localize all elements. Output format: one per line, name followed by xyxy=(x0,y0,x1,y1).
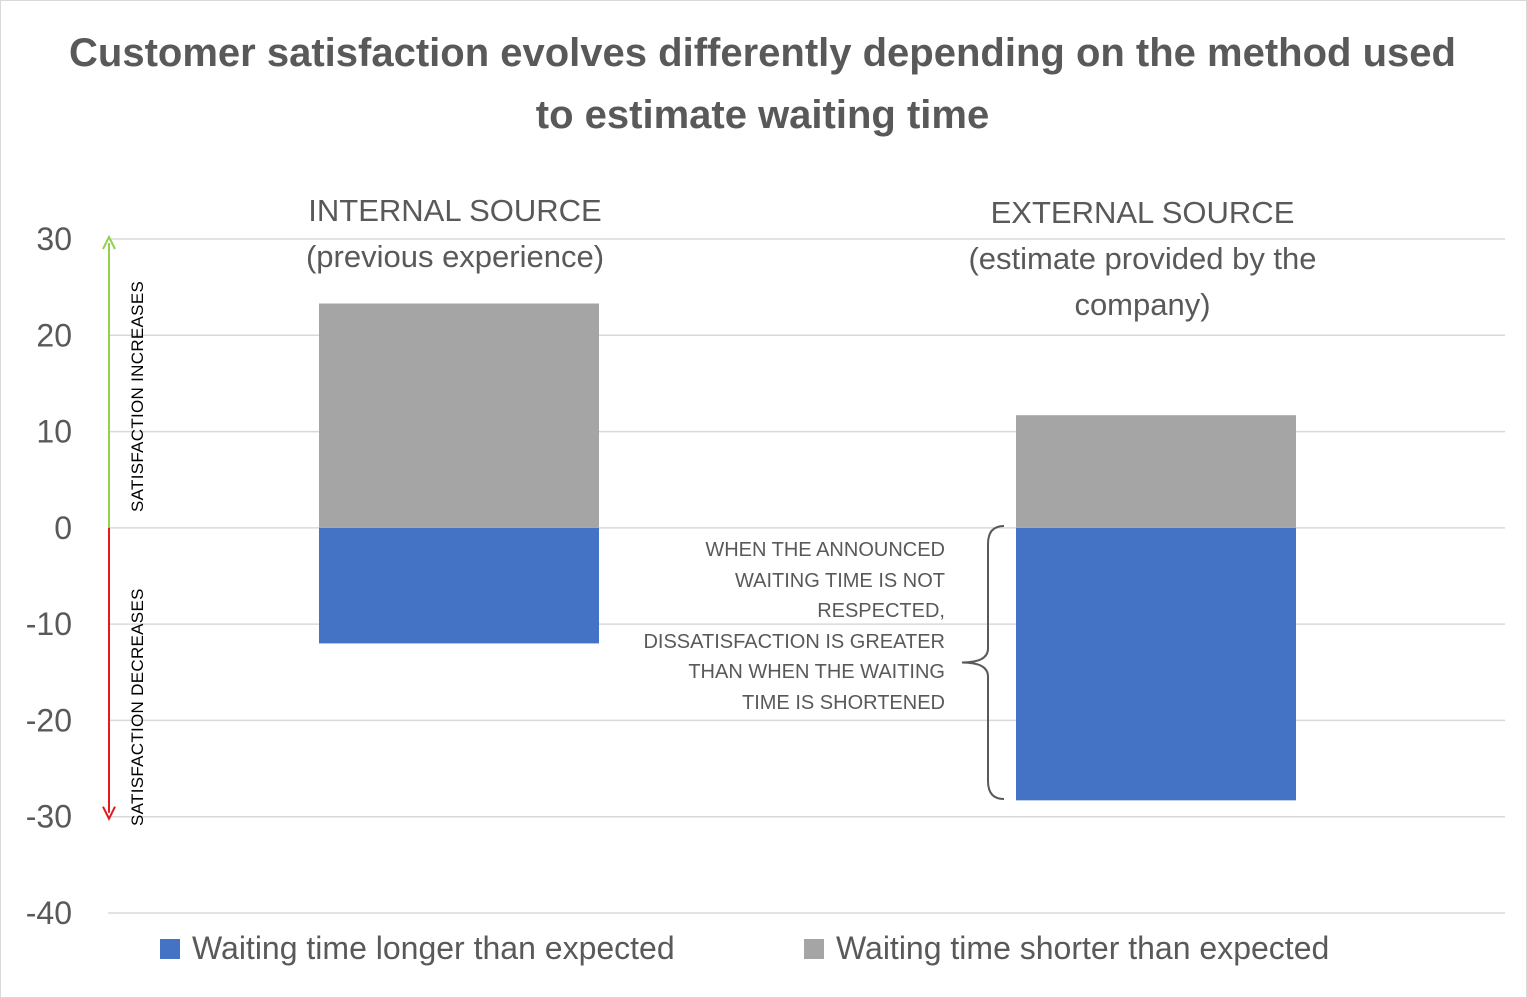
curly-brace xyxy=(961,525,1005,800)
y-tick-label: 20 xyxy=(36,317,72,353)
legend-swatch-shorter xyxy=(804,938,824,959)
bars xyxy=(319,303,1296,801)
annotation-text: WHEN THE ANNOUNCED WAITING TIME IS NOT R… xyxy=(643,539,945,714)
y-tick-label: 30 xyxy=(36,221,72,257)
arrow-down-head xyxy=(102,806,116,821)
category-label-internal: INTERNAL SOURCE (previous experience) xyxy=(305,193,605,274)
category-label-external: EXTERNAL SOURCE (estimate provided by th… xyxy=(968,195,1317,322)
bar-shorter-internal xyxy=(319,303,599,528)
y-tick-label: -30 xyxy=(26,799,72,835)
bar-longer-external xyxy=(1016,527,1296,801)
y-tick-label: -10 xyxy=(26,606,72,642)
arrow-up-head xyxy=(102,234,116,250)
y-tick-label: 10 xyxy=(36,414,72,450)
bar-longer-internal xyxy=(319,527,599,644)
y-tick-labels: 30 20 10 0 -10 -20 -30 -40 xyxy=(26,221,72,931)
annotation-brace xyxy=(961,525,1005,800)
bar-shorter-external xyxy=(1016,415,1296,528)
y-tick-label: -20 xyxy=(26,702,72,738)
legend: Waiting time longer than expected Waitin… xyxy=(0,930,1527,980)
y-tick-label: 0 xyxy=(54,510,72,546)
legend-item-longer: Waiting time longer than expected xyxy=(160,930,675,967)
legend-swatch-longer xyxy=(160,938,180,959)
satisfaction-arrows xyxy=(102,234,116,821)
legend-item-shorter: Waiting time shorter than expected xyxy=(804,930,1329,967)
caption-satisfaction-decreases: SATISFACTION DECREASES xyxy=(128,588,147,826)
legend-label-shorter: Waiting time shorter than expected xyxy=(836,930,1330,966)
chart-title: Customer satisfaction evolves differentl… xyxy=(69,31,1456,137)
y-tick-label: -40 xyxy=(26,895,72,931)
caption-satisfaction-increases: SATISFACTION INCREASES xyxy=(128,280,147,512)
legend-label-longer: Waiting time longer than expected xyxy=(192,930,675,966)
